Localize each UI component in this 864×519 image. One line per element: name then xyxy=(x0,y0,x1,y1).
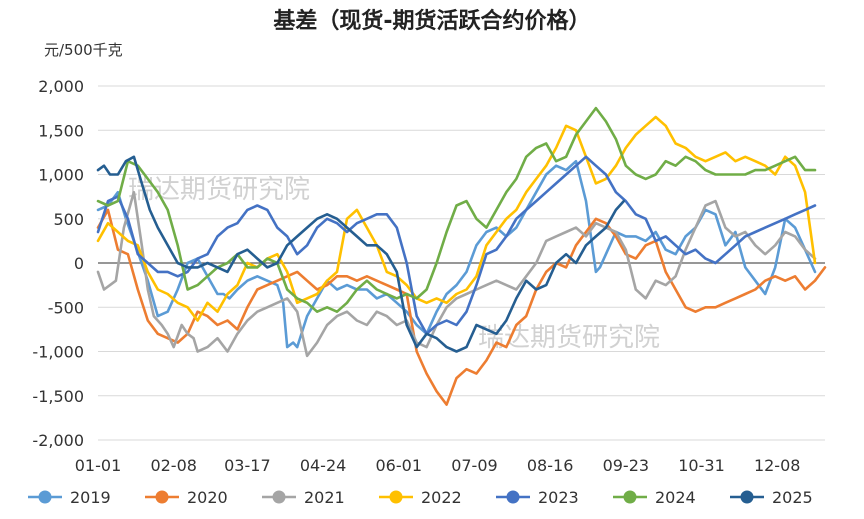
y-tick-label: 1,500 xyxy=(38,121,84,140)
legend-label: 2023 xyxy=(538,488,579,507)
x-tick-label: 04-24 xyxy=(300,456,347,475)
x-tick-label: 07-09 xyxy=(451,456,498,475)
series-lines xyxy=(96,106,827,406)
y-tick-label: -1,500 xyxy=(32,387,84,406)
y-tick-label: 1,000 xyxy=(38,166,84,185)
y-tick-label: -500 xyxy=(48,298,84,317)
legend-label: 2025 xyxy=(772,488,813,507)
legend-marker xyxy=(389,490,403,504)
series-line-2025 xyxy=(96,155,626,353)
legend-label: 2024 xyxy=(655,488,696,507)
legend-label: 2021 xyxy=(304,488,345,507)
legend-label: 2019 xyxy=(70,488,111,507)
y-tick-label: -2,000 xyxy=(32,431,84,450)
x-axis-ticks: 01-01 02-08 03-17 04-24 06-01 07-09 08-16 09-23… xyxy=(75,456,801,475)
legend-label: 2022 xyxy=(421,488,462,507)
x-tick-label: 08-16 xyxy=(527,456,574,475)
x-tick-label: 03-17 xyxy=(224,456,271,475)
y-tick-label: 0 xyxy=(74,254,84,273)
watermark-text: 瑞达期货研究院 xyxy=(478,323,660,353)
legend-marker xyxy=(155,490,169,504)
legend-marker xyxy=(272,490,286,504)
x-tick-label: 06-01 xyxy=(376,456,423,475)
x-tick-label: 12-08 xyxy=(754,456,801,475)
y-tick-label: -1,000 xyxy=(32,343,84,362)
y-tick-label: 2,000 xyxy=(38,77,84,96)
legend-label: 2020 xyxy=(187,488,228,507)
y-tick-label: 500 xyxy=(53,210,84,229)
x-tick-label: 01-01 xyxy=(75,456,122,475)
series-line-2023 xyxy=(96,155,817,336)
legend: 2019 2020 2021 2022 2023 2024 2025 xyxy=(28,488,813,507)
legend-marker xyxy=(623,490,637,504)
legend-marker xyxy=(38,490,52,504)
x-tick-label: 02-08 xyxy=(150,456,197,475)
watermarks: 瑞达期货研究院 瑞达期货研究院 xyxy=(128,175,660,353)
x-tick-label: 10-31 xyxy=(678,456,725,475)
y-axis-ticks: 2,000 1,500 1,000 500 0 -500 -1,000 -1,500 -2,00… xyxy=(32,77,84,450)
chart-title: 基差（现货-期货活跃合约价格） xyxy=(273,8,590,34)
series-line-2022 xyxy=(96,115,817,322)
series-line-2019 xyxy=(96,159,817,349)
x-tick-label: 09-23 xyxy=(603,456,650,475)
legend-marker xyxy=(506,490,520,504)
series-line-2020 xyxy=(96,208,827,406)
legend-marker xyxy=(740,490,754,504)
watermark-text: 瑞达期货研究院 xyxy=(128,175,310,205)
unit-label: 元/500千克 xyxy=(44,41,123,59)
